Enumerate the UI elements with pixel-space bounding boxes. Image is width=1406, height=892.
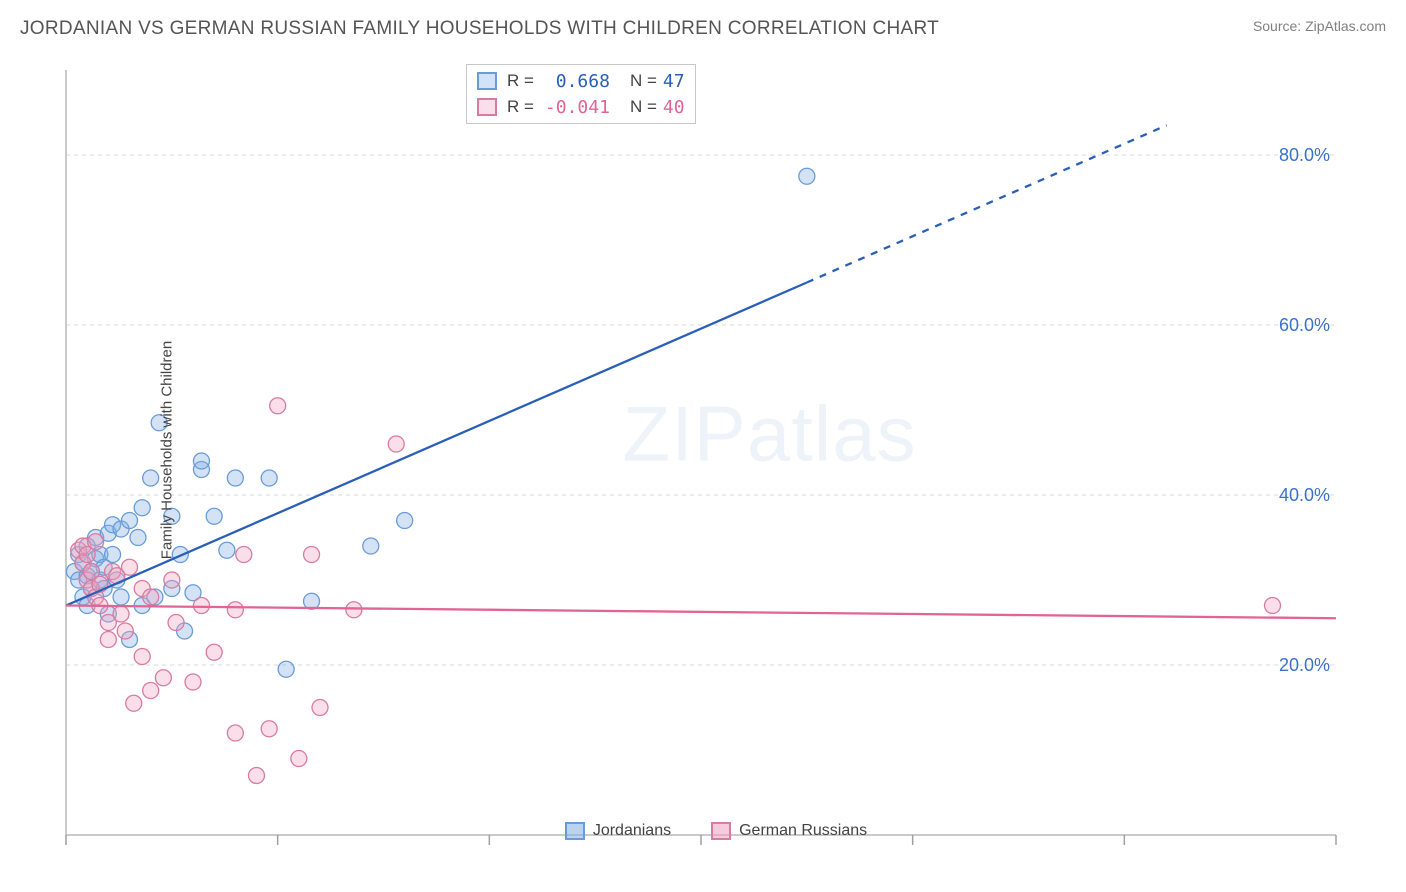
legend-swatch (477, 72, 497, 90)
legend-r-value: 0.668 (540, 71, 610, 92)
svg-text:80.0%: 80.0% (1279, 145, 1330, 165)
series-legend-label: Jordanians (593, 822, 671, 840)
series-legend-item: German Russians (711, 822, 867, 840)
series-legend-item: Jordanians (565, 822, 671, 840)
chart-source: Source: ZipAtlas.com (1253, 18, 1386, 34)
legend-swatch (477, 98, 497, 116)
svg-text:40.0%: 40.0% (1279, 485, 1330, 505)
legend-n-label: N = (630, 71, 657, 91)
legend-swatch (565, 822, 585, 840)
legend-n-value: 47 (663, 71, 685, 92)
legend-r-label: R = (507, 97, 534, 117)
chart-area: Family Households with Children 20.0% 40.… (46, 60, 1386, 840)
correlation-legend: R = 0.668 N = 47 R = -0.041 N = 40 (466, 64, 696, 124)
chart-header: JORDANIAN VS GERMAN RUSSIAN FAMILY HOUSE… (0, 0, 1406, 48)
chart-title: JORDANIAN VS GERMAN RUSSIAN FAMILY HOUSE… (20, 18, 939, 40)
svg-text:20.0%: 20.0% (1279, 655, 1330, 675)
series-legend: Jordanians German Russians (46, 822, 1386, 840)
legend-n-value: 40 (663, 97, 685, 118)
legend-swatch (711, 822, 731, 840)
series-legend-label: German Russians (739, 822, 867, 840)
legend-row: R = 0.668 N = 47 (477, 68, 685, 94)
legend-r-label: R = (507, 71, 534, 91)
legend-row: R = -0.041 N = 40 (477, 94, 685, 120)
legend-n-label: N = (630, 97, 657, 117)
legend-r-value: -0.041 (540, 97, 610, 118)
svg-text:60.0%: 60.0% (1279, 315, 1330, 335)
scatter-chart: 20.0%40.0%60.0%80.0%0.0%30.0% (46, 60, 1386, 850)
y-axis-label: Family Households with Children (159, 341, 176, 559)
